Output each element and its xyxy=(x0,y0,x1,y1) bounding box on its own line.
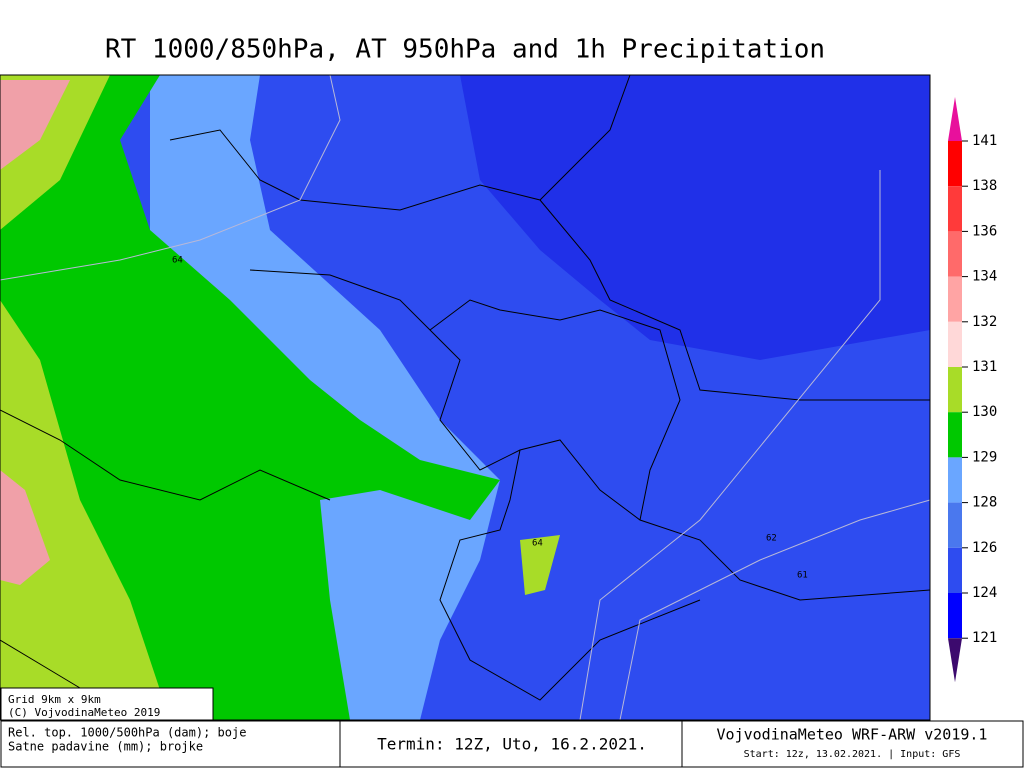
colorbar-label: 130 xyxy=(972,404,997,420)
borders xyxy=(0,74,931,701)
yellowgreen-area xyxy=(520,535,560,595)
colorbar-segment xyxy=(948,593,962,639)
green-area xyxy=(0,75,500,720)
colorbar-segment xyxy=(948,321,962,367)
footer-termin: Termin: 12Z, Uto, 16.2.2021. xyxy=(377,735,647,754)
contour-label: 64 xyxy=(172,256,183,266)
colorbar-label: 128 xyxy=(972,495,997,511)
colorbar-segment xyxy=(948,502,962,548)
contour-label: 64 xyxy=(532,539,543,549)
colorbar-bottom xyxy=(948,638,962,683)
title: RT 1000/850hPa, AT 950hPa and 1h Precipi… xyxy=(105,35,825,65)
colorbar-top xyxy=(948,97,962,141)
pink-area xyxy=(0,80,70,170)
colorbar-segment xyxy=(948,186,962,232)
footer-start: Start: 12z, 13.02.2021. | Input: GFS xyxy=(744,749,961,760)
colorbar-segment xyxy=(948,231,962,277)
map: 64 62 61 64 xyxy=(0,74,931,721)
map-frame xyxy=(0,74,931,721)
info-copyright: (C) VojvodinaMeteo 2019 xyxy=(8,706,160,719)
contours xyxy=(0,74,931,721)
footer-model: VojvodinaMeteo WRF-ARW v2019.1 xyxy=(717,726,988,744)
colorbar-segment xyxy=(948,457,962,503)
colorbar-label: 132 xyxy=(972,314,997,330)
colorbar-segment xyxy=(948,412,962,458)
colorbar-label: 124 xyxy=(972,585,997,601)
colorbar-label: 141 xyxy=(972,133,997,149)
contour-label: 62 xyxy=(766,534,777,544)
colorbar-segment xyxy=(948,141,962,187)
footer-line2: Satne padavine (mm); brojke xyxy=(8,740,203,754)
footer-line1: Rel. top. 1000/500hPa (dam); boje xyxy=(8,726,246,740)
colorbar-label: 134 xyxy=(972,269,997,285)
colorbar-label: 131 xyxy=(972,359,997,375)
colorbar-label: 121 xyxy=(972,630,997,646)
colorbar: 141 138 136 134 132 131 130 129 128 126 124 121 xyxy=(948,97,997,683)
colorbar-label: 129 xyxy=(972,449,997,465)
dark-area xyxy=(460,75,930,360)
colorbar-segment xyxy=(948,547,962,593)
colorbar-label: 126 xyxy=(972,540,997,556)
contour-label: 61 xyxy=(797,571,808,581)
colorbar-segment xyxy=(948,367,962,413)
colorbar-label: 138 xyxy=(972,178,997,194)
info-box xyxy=(0,687,214,721)
colorbar-label: 136 xyxy=(972,223,997,239)
info-grid: Grid 9km x 9km xyxy=(8,693,101,706)
pink-area xyxy=(0,470,50,585)
colorbar-segment xyxy=(948,276,962,322)
footer xyxy=(0,720,1024,768)
